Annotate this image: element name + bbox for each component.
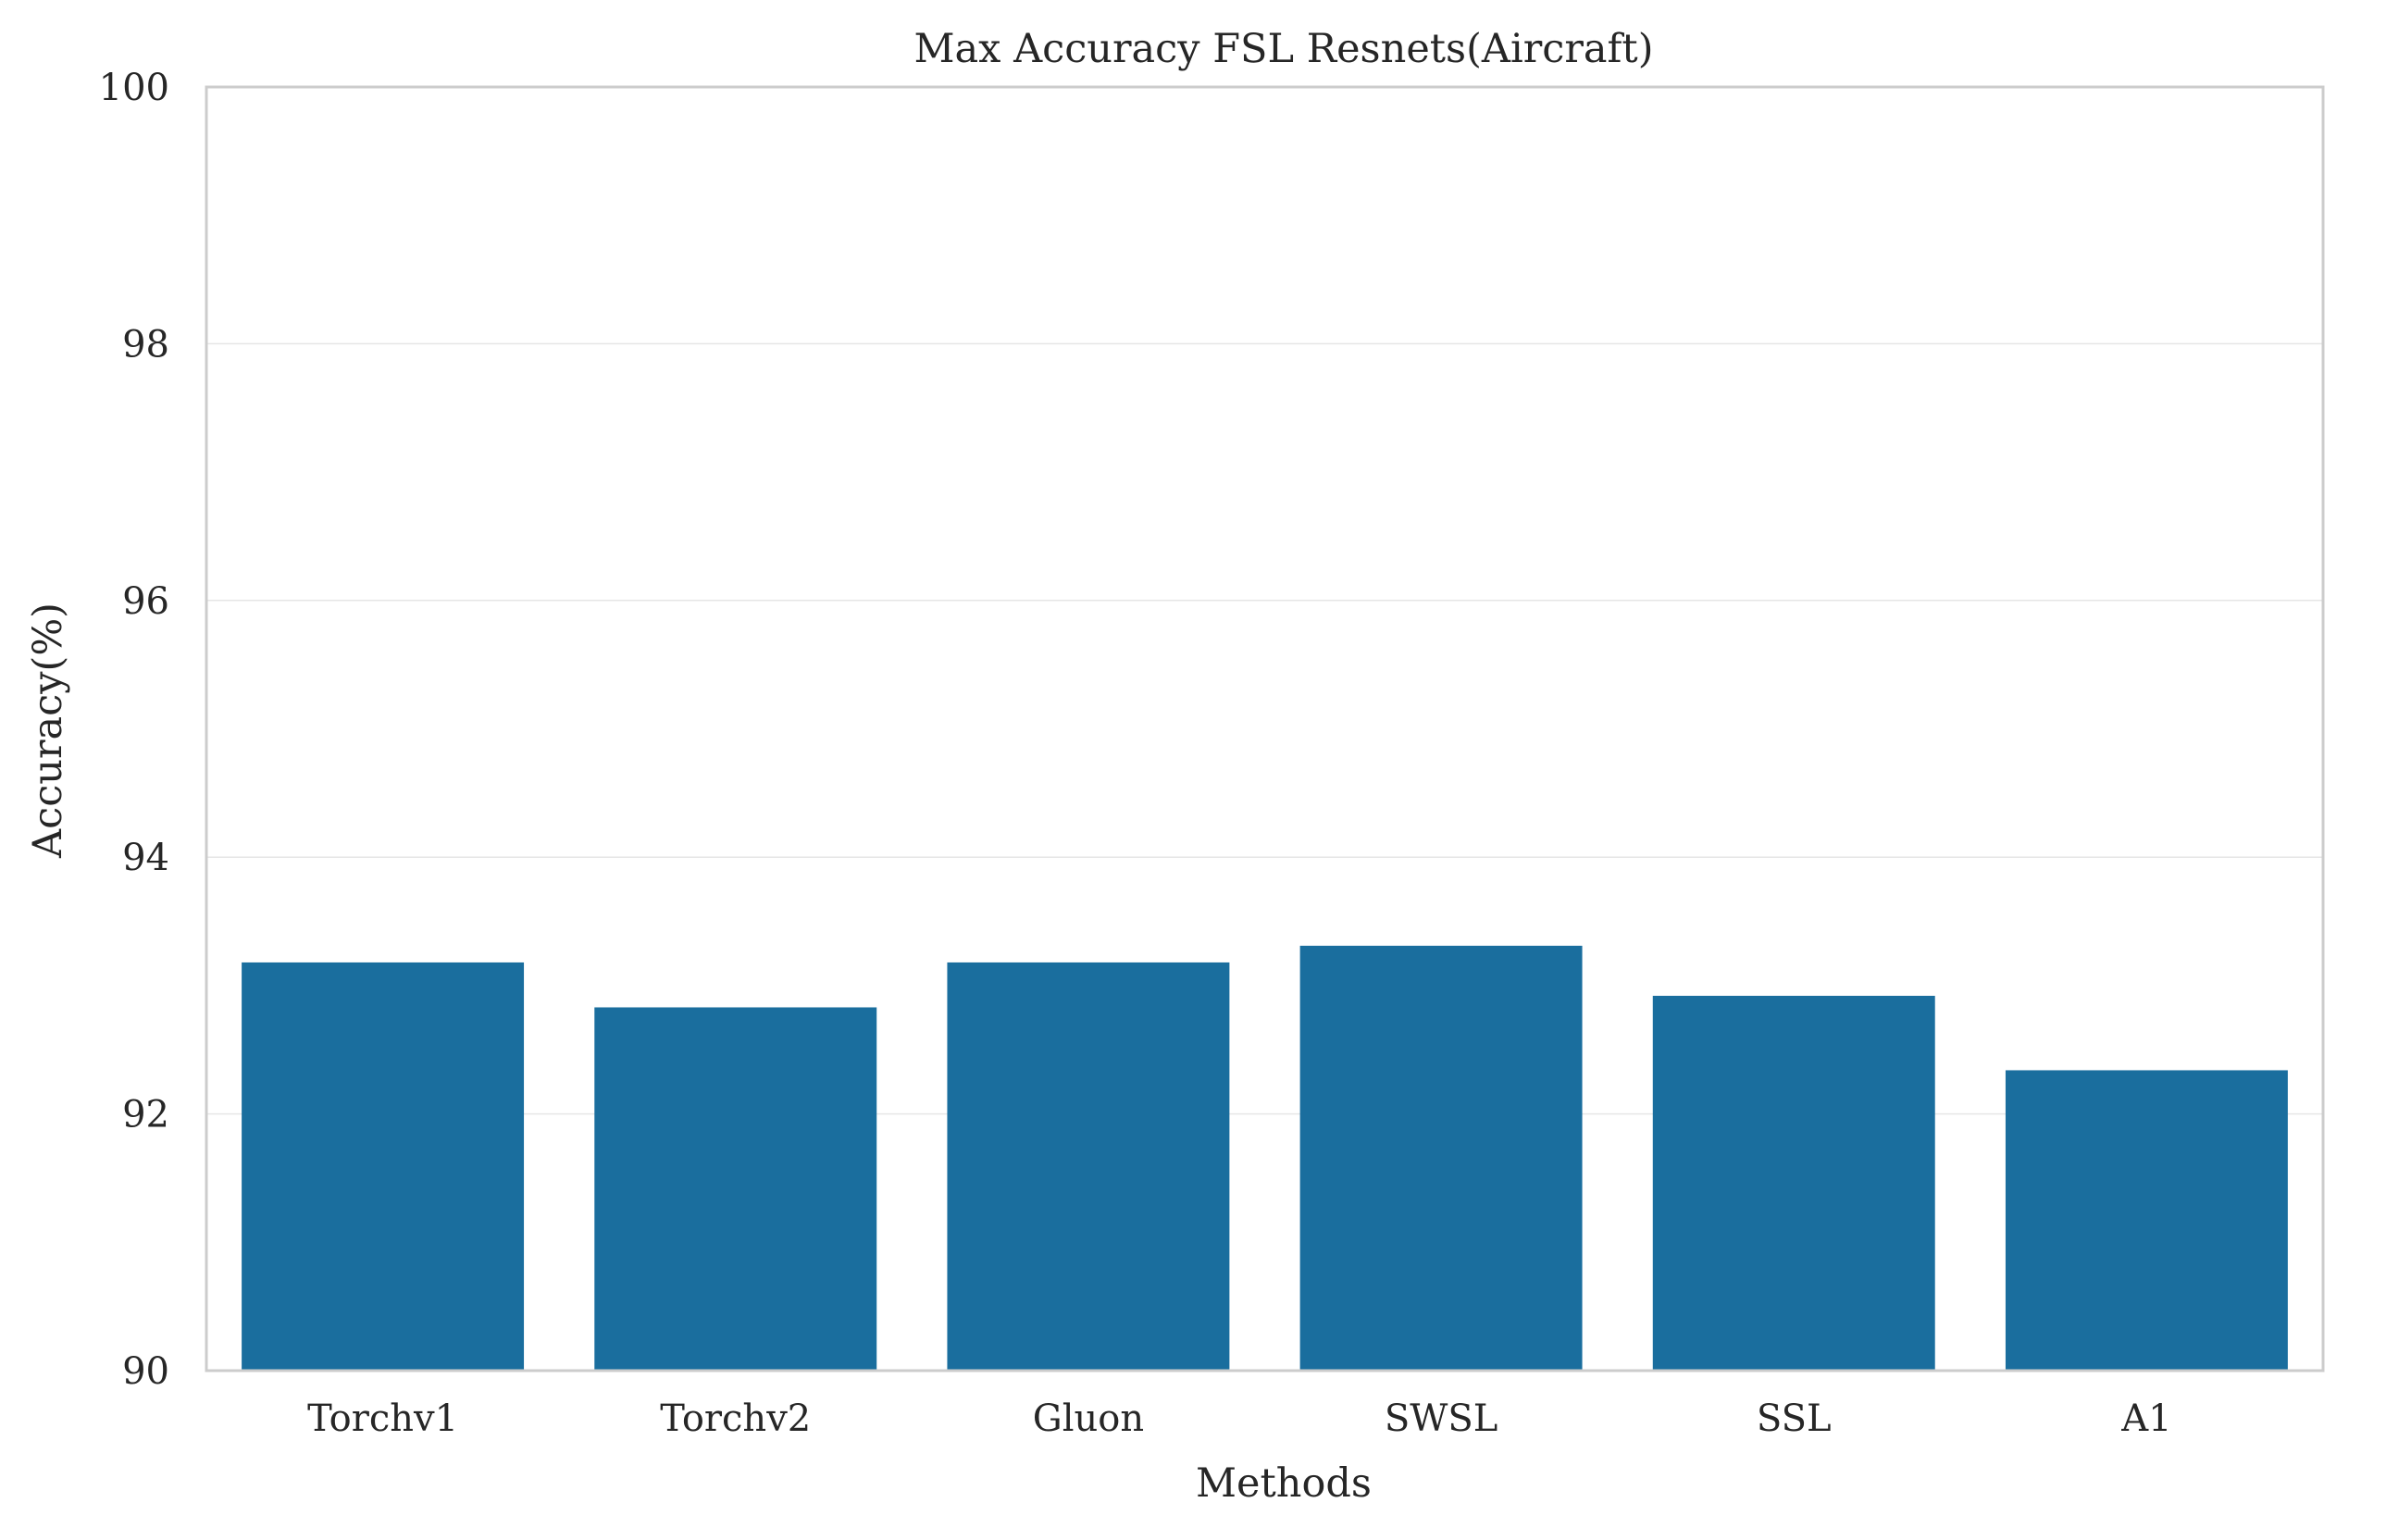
bar-a1 — [2005, 1070, 2288, 1371]
x-tick-label: Torchv2 — [660, 1397, 811, 1440]
y-tick-label: 96 — [122, 580, 169, 623]
x-tick-label: SWSL — [1385, 1397, 1497, 1440]
y-tick-label: 98 — [122, 323, 169, 366]
x-tick-label: Torchv1 — [307, 1397, 458, 1440]
y-axis-label: Accuracy(%) — [25, 602, 71, 859]
bar-torchv2 — [594, 1007, 877, 1371]
x-tick-label: Gluon — [1033, 1397, 1144, 1440]
x-tick-label: A1 — [2120, 1397, 2171, 1440]
plot-frame — [205, 85, 2325, 1372]
bar-gluon — [947, 962, 1230, 1371]
bar-swsl — [1299, 945, 1583, 1371]
bar-ssl — [1652, 995, 1935, 1371]
x-axis-label: Methods — [1196, 1460, 1372, 1507]
y-tick-label: 92 — [122, 1094, 169, 1136]
y-tick-label: 90 — [122, 1350, 169, 1393]
y-tick-label: 94 — [122, 837, 169, 879]
chart-title: Max Accuracy FSL Resnets(Aircraft) — [913, 26, 1653, 72]
axes-frame — [205, 85, 2325, 1372]
bars — [242, 945, 2288, 1371]
y-tick-label: 100 — [99, 67, 169, 109]
x-tick-label: SSL — [1757, 1397, 1832, 1440]
x-tick-labels: Torchv1 Torchv2 Gluon SWSL SSL A1 — [307, 1397, 2172, 1440]
bar-torchv1 — [242, 962, 525, 1371]
y-tick-labels: 90 92 94 96 98 100 — [99, 67, 169, 1393]
